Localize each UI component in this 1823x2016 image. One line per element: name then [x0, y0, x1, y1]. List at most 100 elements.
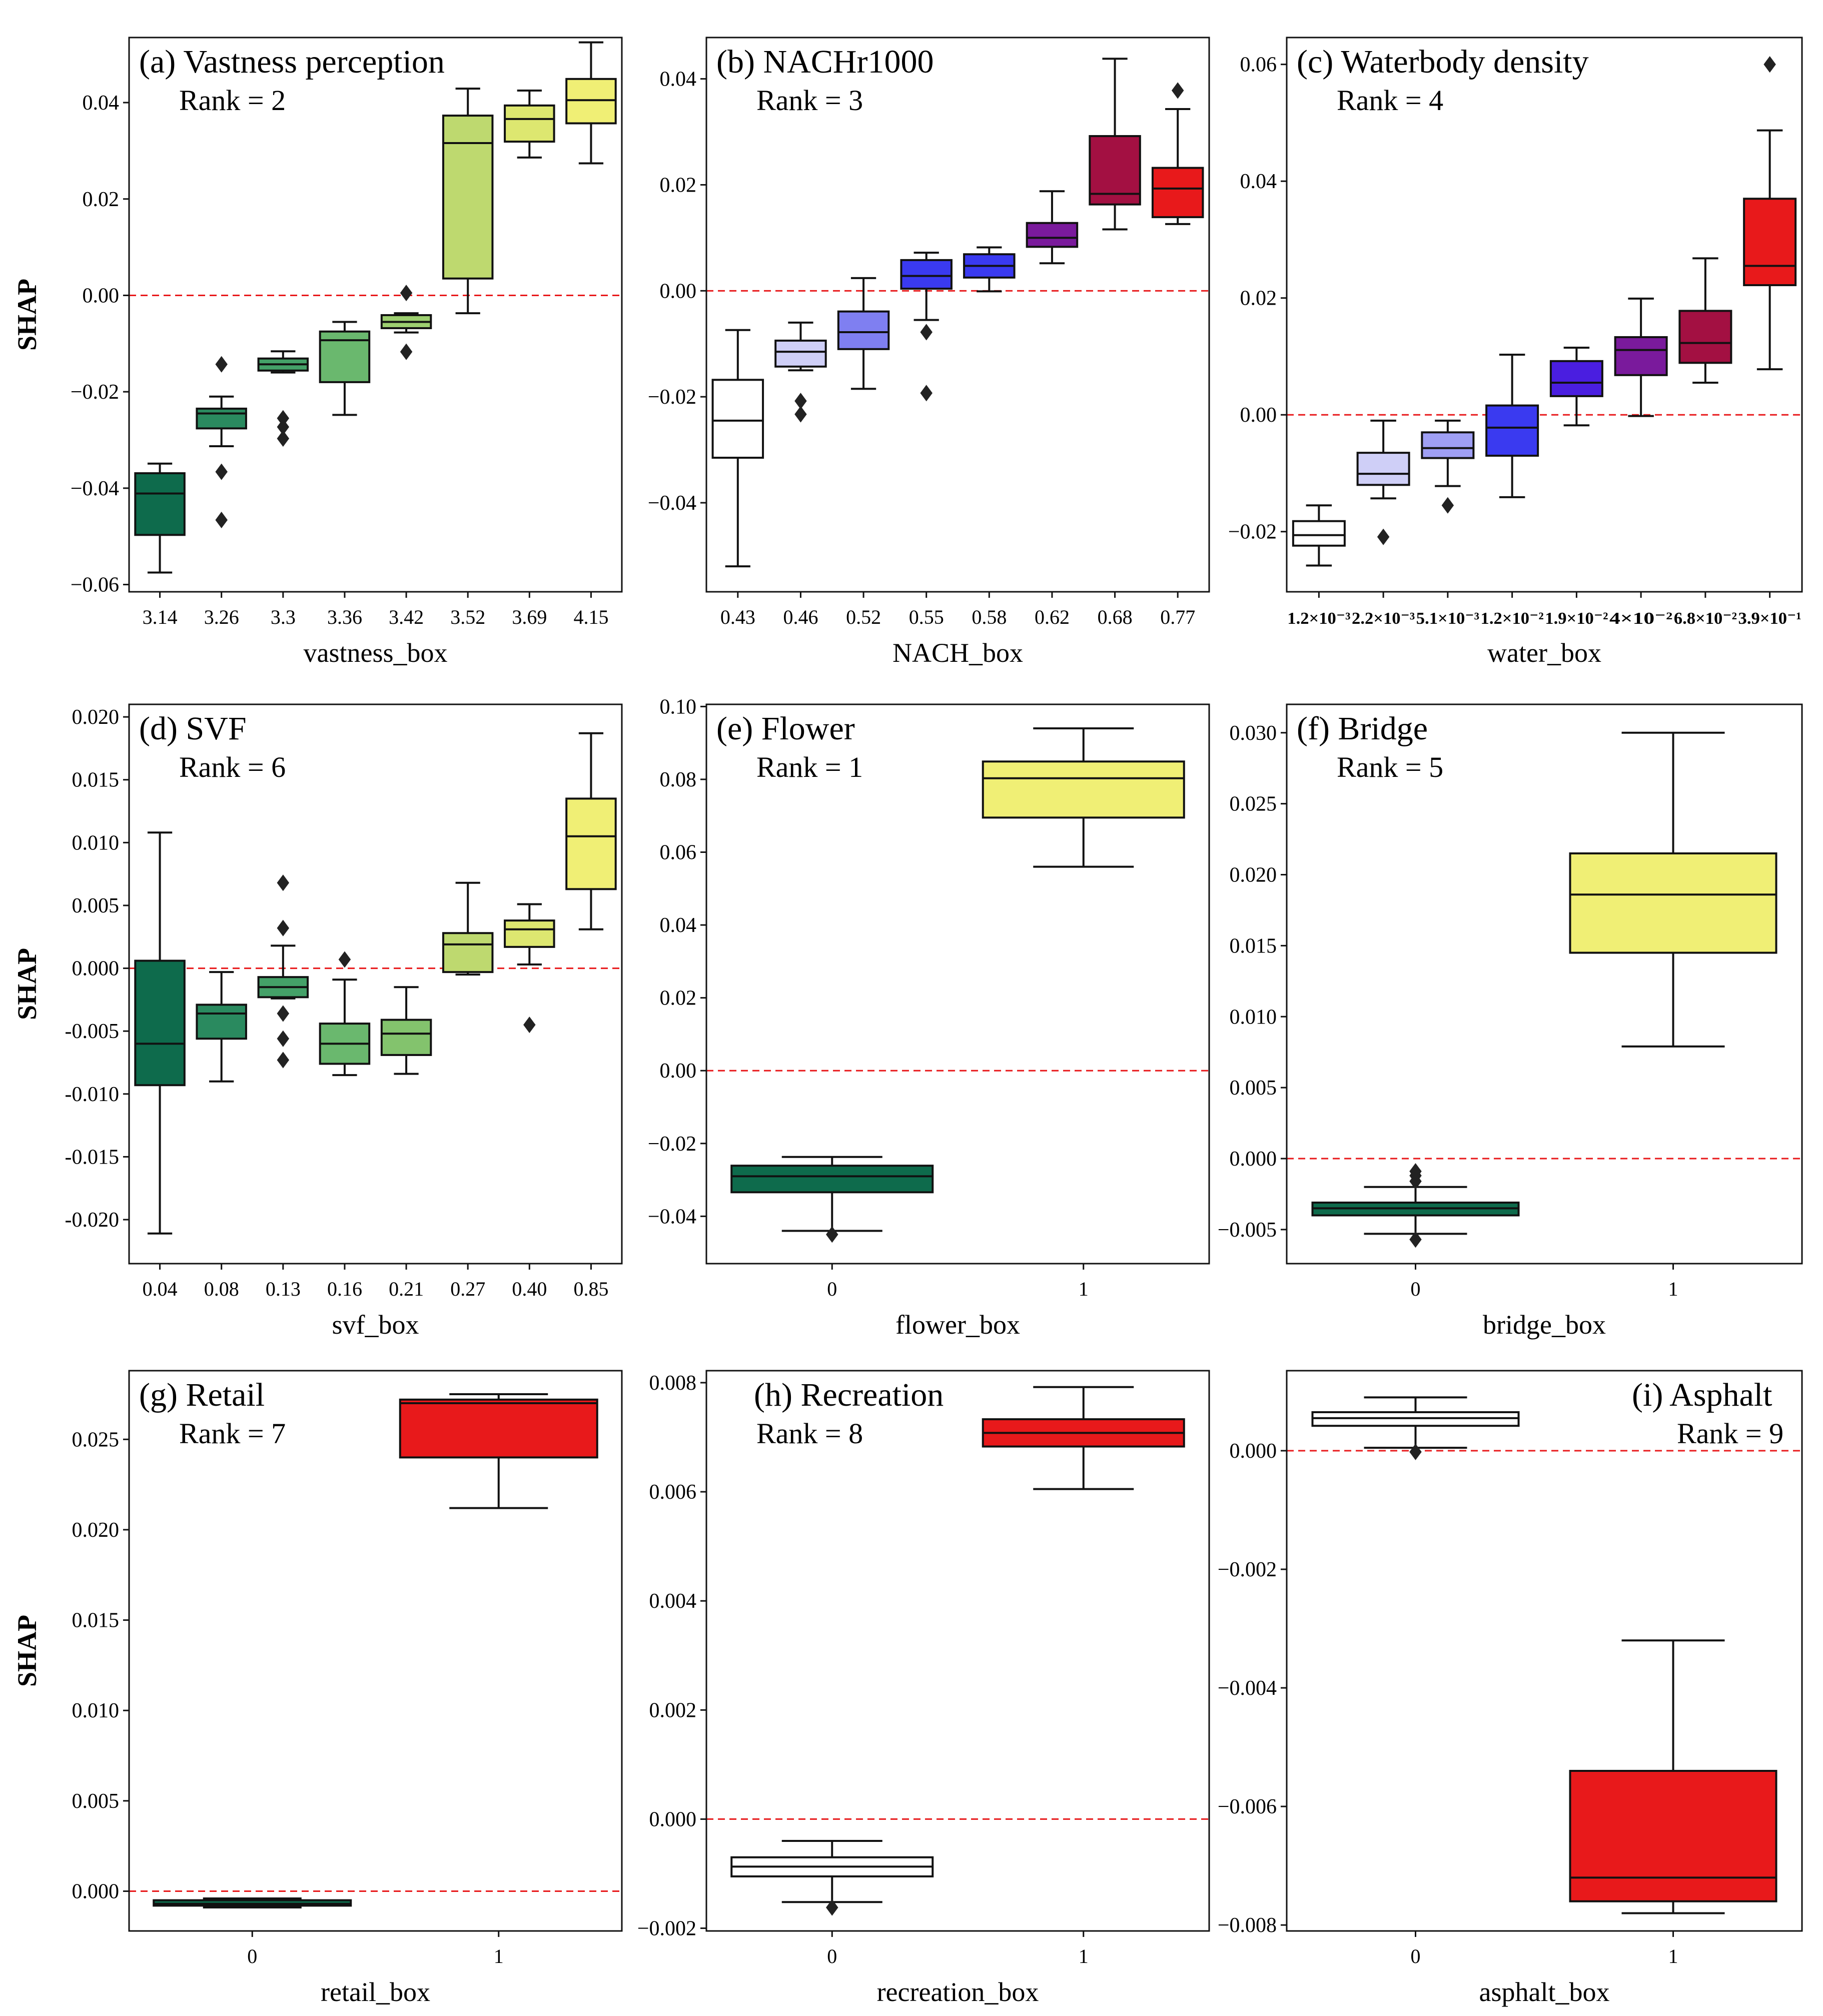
box-0.43	[711, 329, 764, 568]
y-tick-label: 0.00	[1240, 404, 1277, 427]
x-tick-label: 4.15	[573, 606, 608, 628]
plot-frame	[128, 703, 623, 1265]
rank-label: Rank = 9	[1677, 1417, 1783, 1450]
y-tick-label: −0.04	[71, 477, 119, 500]
box-0.21	[380, 986, 432, 1075]
box-1.9_10__	[1549, 346, 1603, 427]
panel-title: (g) Retail	[139, 1377, 265, 1413]
box-1	[1569, 1639, 1777, 1914]
x-tick-label: 1	[1079, 1945, 1089, 1967]
box-3.26	[196, 356, 247, 528]
y-tick-label: 0.000	[1230, 1440, 1277, 1463]
box-1	[982, 727, 1185, 868]
outlier-point	[277, 1030, 290, 1047]
y-tick-label: 0.002	[649, 1699, 697, 1722]
outlier-point	[338, 951, 351, 968]
panel-9: −0.008 −0.006 −0.004 −0.002 0.000 0 1 asphalt_b…	[1218, 1370, 1803, 2007]
box-iqr	[1614, 336, 1668, 376]
x-tick-label: 6.8×10⁻²	[1674, 609, 1737, 628]
panel-title: (a) Vastness perception	[139, 44, 445, 80]
y-axis-label: SHAP	[12, 279, 42, 351]
box-0.77	[1151, 82, 1204, 225]
box-0.40	[504, 903, 555, 1034]
box-4_10__	[1614, 297, 1668, 417]
box-3.14	[134, 462, 186, 574]
y-tick-label: -0.020	[65, 1209, 120, 1232]
x-tick-label: 1.2×10⁻²	[1481, 609, 1544, 628]
box-iqr	[1549, 360, 1603, 397]
outlier-point	[920, 324, 933, 341]
panel-5: −0.04 −0.02 0.00 0.02 0.04 0.06 0.08 0.10 0 1 flow…	[648, 695, 1210, 1340]
box-iqr	[1569, 1770, 1777, 1902]
plot-frame	[705, 703, 1210, 1265]
outlier-point	[523, 1017, 536, 1034]
x-tick-label: 3.52	[450, 606, 485, 628]
box-1.2_10__	[1292, 504, 1346, 567]
panel-title: (d) SVF	[139, 710, 247, 747]
outlier-point	[1409, 1231, 1422, 1248]
box-iqr	[1421, 431, 1475, 459]
x-axis-label: bridge_box	[1483, 1310, 1606, 1340]
panel-title: (b) NACHr1000	[716, 44, 934, 80]
y-tick-label: 0.10	[660, 695, 697, 718]
outlier-point	[277, 919, 290, 936]
outlier-point	[1171, 82, 1184, 99]
panel-6: −0.005 0.000 0.005 0.010 0.015 0.020 0.025 0.03…	[1218, 703, 1803, 1340]
panel-8: −0.002 0.000 0.002 0.004 0.006 0.008 0 1 recreat…	[637, 1370, 1210, 2007]
x-tick-label: 3.69	[512, 606, 547, 628]
x-tick-label: 5.1×10⁻³	[1416, 609, 1479, 628]
box-0.16	[319, 951, 371, 1077]
box-iqr	[399, 1398, 598, 1459]
x-tick-label: 3.3	[271, 606, 296, 628]
y-tick-label: 0.025	[1230, 793, 1277, 816]
y-tick-label: −0.02	[648, 386, 696, 409]
box-0.08	[196, 971, 247, 1083]
box-2.2_10__	[1356, 419, 1410, 545]
box-iqr	[319, 330, 371, 383]
outlier-point	[277, 430, 290, 447]
panel-4: -0.020 -0.015 -0.010 -0.005 0.000 0.005 0.010 0…	[12, 703, 623, 1340]
x-tick-label: 1	[1079, 1278, 1089, 1300]
y-tick-label: 0.015	[1230, 934, 1277, 957]
box-iqr	[1292, 520, 1346, 547]
box-iqr	[1569, 852, 1777, 954]
y-tick-label: 0.06	[1240, 54, 1277, 77]
box-iqr	[196, 1003, 247, 1040]
y-tick-label: 0.010	[1230, 1005, 1277, 1029]
y-tick-label: 0.04	[83, 92, 120, 115]
y-tick-label: 0.00	[660, 1060, 697, 1083]
y-tick-label: 0.000	[1230, 1148, 1277, 1171]
x-tick-label: 4×10⁻²	[1609, 609, 1672, 628]
x-axis-label: water_box	[1487, 638, 1601, 668]
y-tick-label: 0.00	[660, 280, 697, 303]
y-tick-label: 0.015	[72, 769, 120, 792]
rank-label: Rank = 8	[756, 1417, 863, 1450]
outlier-point	[1409, 1443, 1422, 1460]
box-0	[1311, 1163, 1520, 1248]
box-0.58	[963, 246, 1016, 293]
x-tick-label: 0.04	[143, 1278, 178, 1300]
x-tick-label: 0.58	[972, 606, 1007, 628]
y-tick-label: −0.002	[1218, 1558, 1277, 1581]
x-tick-label: 1.9×10⁻²	[1545, 609, 1608, 628]
x-axis-label: asphalt_box	[1479, 1977, 1610, 2007]
x-tick-label: 0.77	[1160, 606, 1195, 628]
y-tick-label: 0.005	[72, 1790, 120, 1813]
x-axis-label: svf_box	[332, 1310, 419, 1340]
y-tick-label: −0.004	[1218, 1677, 1277, 1700]
x-tick-label: 3.36	[327, 606, 362, 628]
box-0.52	[837, 277, 890, 390]
y-tick-label: −0.04	[648, 1205, 696, 1228]
rank-label: Rank = 1	[756, 751, 863, 783]
y-tick-label: −0.02	[71, 381, 119, 404]
x-axis-label: vastness_box	[304, 638, 448, 668]
y-tick-label: -0.015	[65, 1146, 120, 1169]
rank-label: Rank = 4	[1337, 84, 1443, 117]
rank-label: Rank = 6	[179, 751, 286, 783]
box-0.27	[442, 881, 494, 976]
box-0	[1311, 1396, 1520, 1460]
box-4.15	[565, 41, 617, 165]
rank-label: Rank = 2	[179, 84, 286, 117]
x-axis-label: retail_box	[321, 1977, 430, 2007]
box-3.42	[380, 285, 432, 360]
